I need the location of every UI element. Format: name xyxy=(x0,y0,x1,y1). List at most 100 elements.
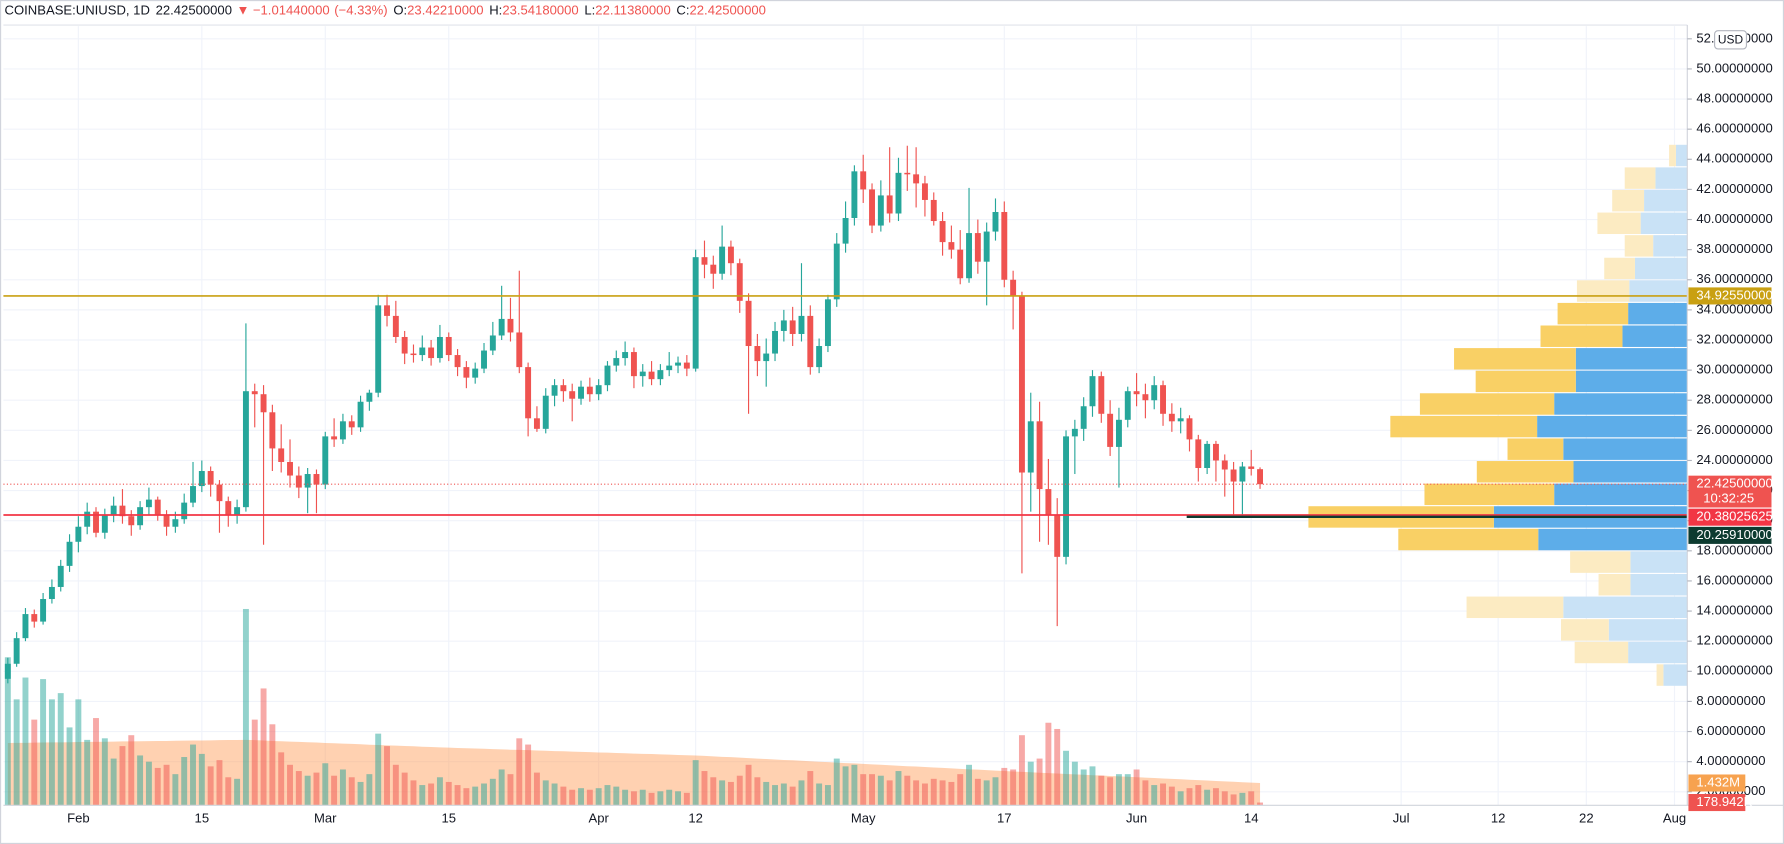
price-marker-label: 20.38025625 xyxy=(1696,509,1772,524)
y-tick-label: 4.00000000 xyxy=(1696,753,1765,768)
volume-bar xyxy=(489,778,496,806)
candle-body xyxy=(366,392,373,402)
candle-body xyxy=(666,365,673,371)
profile-down-bar xyxy=(1570,551,1631,573)
candle-body xyxy=(578,386,584,399)
candle-body xyxy=(1089,376,1096,407)
x-tick-label: Apr xyxy=(588,810,609,825)
volume-bar xyxy=(1151,785,1158,806)
y-tick-label: 40.00000000 xyxy=(1696,211,1772,226)
volume-bar xyxy=(428,783,435,806)
volume-bar xyxy=(789,786,796,806)
profile-down-bar xyxy=(1624,235,1654,257)
ohlc-key: H: xyxy=(489,3,502,18)
volume-bar xyxy=(613,786,620,806)
candle-body xyxy=(1045,489,1052,515)
candle-body xyxy=(1115,419,1122,447)
price-pane xyxy=(3,145,1688,684)
candle-body xyxy=(287,461,293,476)
currency-box[interactable] xyxy=(1714,30,1748,50)
y-tick-label: 8.00000000 xyxy=(1696,693,1765,708)
volume-bar xyxy=(22,677,29,806)
last-price: 22.42500000 xyxy=(156,3,232,18)
volume-bar xyxy=(666,789,673,806)
volume-bar xyxy=(1168,786,1175,806)
volume-bar xyxy=(860,774,867,806)
volume-bar xyxy=(128,735,135,806)
candle-body xyxy=(807,315,814,368)
volume-bar xyxy=(1257,802,1263,806)
y-tick-label: 34.00000000 xyxy=(1696,301,1772,316)
candle-body xyxy=(533,418,540,429)
profile-up-bar xyxy=(1655,167,1688,189)
candle-body xyxy=(348,421,355,428)
candle-body xyxy=(1230,469,1237,482)
volume-bar xyxy=(1089,766,1096,806)
candle-body xyxy=(507,318,514,333)
candle-body xyxy=(410,353,417,356)
candle-body xyxy=(1195,439,1202,468)
candle-body xyxy=(339,421,346,440)
volume-bar xyxy=(436,777,443,806)
volume-bar xyxy=(675,791,681,806)
x-tick-label: 12 xyxy=(688,810,703,825)
volume-pane xyxy=(4,608,1263,806)
ohlc-value: 22.42500000 xyxy=(690,3,766,18)
y-tick-label: 42.00000000 xyxy=(1696,181,1772,196)
profile-up-bar xyxy=(1622,325,1688,347)
volume-bar xyxy=(833,758,840,806)
y-tick-label: 6.00000000 xyxy=(1696,723,1765,738)
profile-up-bar xyxy=(1629,280,1688,302)
profile-down-bar xyxy=(1507,438,1564,460)
volume-bar xyxy=(322,763,329,806)
volume-bar xyxy=(877,775,884,806)
x-tick-label: 14 xyxy=(1244,810,1259,825)
candle-body xyxy=(1168,413,1175,422)
volume-bar xyxy=(507,774,514,806)
volume-bar xyxy=(366,774,373,806)
volume-bar xyxy=(974,778,981,806)
candle-body xyxy=(516,332,523,368)
candle-body xyxy=(974,233,981,262)
candle-body xyxy=(904,172,911,175)
candle-body xyxy=(392,315,399,337)
profile-down-bar xyxy=(1604,257,1635,280)
price-marker xyxy=(1688,794,1746,812)
ohlc-key: C: xyxy=(676,3,689,18)
x-tick-label: 22 xyxy=(1579,810,1594,825)
candle-body xyxy=(754,346,761,362)
candle-body xyxy=(1063,436,1069,557)
price-marker xyxy=(1688,287,1772,305)
volume-bar xyxy=(939,780,946,806)
y-tick-label: 48.00000000 xyxy=(1696,91,1772,106)
x-tick-label: Aug xyxy=(1663,810,1686,825)
x-tick-label: Jul xyxy=(1393,810,1410,825)
volume-bar xyxy=(163,764,170,806)
volume-bar xyxy=(560,786,567,806)
candle-body xyxy=(375,305,382,393)
candle-body xyxy=(181,502,188,520)
volume-bar xyxy=(137,755,144,806)
candle-body xyxy=(763,353,770,362)
profile-up-bar xyxy=(1554,393,1688,415)
volume-bar xyxy=(595,788,602,806)
candle-body xyxy=(930,199,937,222)
price-marker xyxy=(1688,774,1746,792)
volume-bar xyxy=(533,772,540,806)
currency[interactable]: USD xyxy=(1718,33,1744,47)
candle-body xyxy=(877,195,884,226)
candle-body xyxy=(921,183,928,200)
volume-bar xyxy=(287,764,293,806)
candle-body xyxy=(1080,406,1087,429)
candle-body xyxy=(198,471,205,487)
candle-body xyxy=(428,347,435,359)
candle-body xyxy=(551,385,558,396)
volume-bar xyxy=(454,785,461,806)
candle-body xyxy=(957,249,964,279)
x-tick-label: 15 xyxy=(195,810,210,825)
profile-up-bar xyxy=(1644,189,1688,212)
volume-bar xyxy=(392,764,399,806)
profile-down-bar xyxy=(1576,280,1630,302)
candle-body xyxy=(657,370,664,380)
candle-body xyxy=(4,663,11,679)
